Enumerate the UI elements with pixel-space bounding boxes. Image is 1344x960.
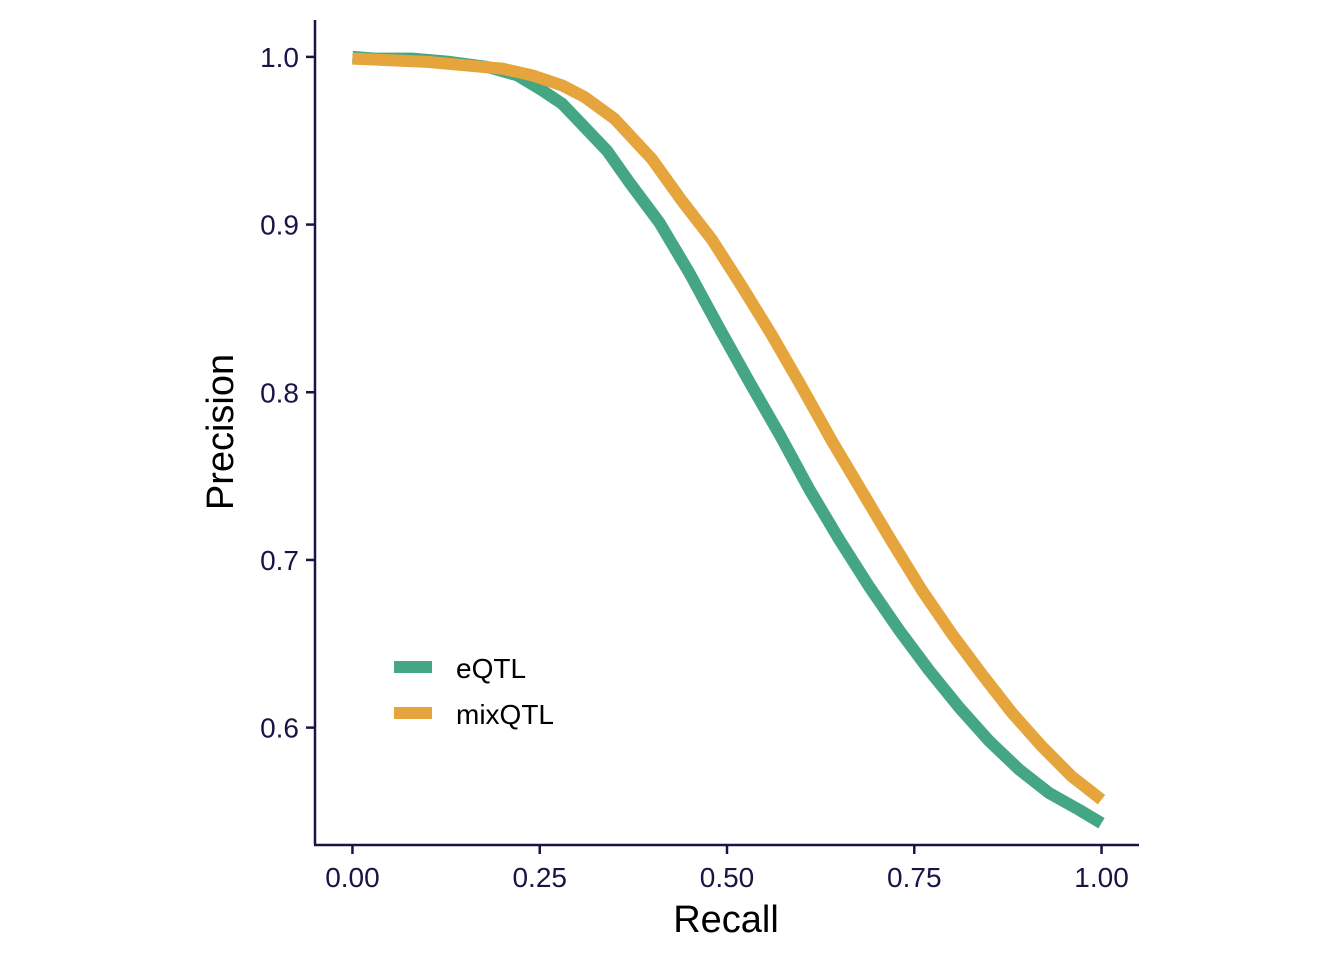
legend-label-eqtl: eQTL [456, 653, 526, 684]
x-ticks: 0.00 0.25 0.50 0.75 1.00 [325, 845, 1129, 893]
x-axis-title: Recall [673, 899, 779, 941]
y-ticks: 0.6 0.7 0.8 0.9 1.0 [260, 42, 315, 744]
legend-label-mixqtl: mixQTL [456, 699, 554, 730]
y-axis-title: Precision [200, 354, 242, 510]
series-line-mixqtl [352, 52, 1106, 805]
y-tick-label: 0.6 [260, 713, 299, 744]
y-tick-label: 0.8 [260, 377, 299, 408]
x-tick-label: 0.75 [887, 862, 942, 893]
y-tick-label: 1.0 [260, 42, 299, 73]
x-tick-label: 0.25 [512, 862, 567, 893]
x-tick-label: 1.00 [1074, 862, 1129, 893]
y-tick-label: 0.7 [260, 545, 299, 576]
legend: eQTL mixQTL [394, 653, 554, 730]
x-tick-label: 0.50 [700, 862, 755, 893]
x-tick-label: 0.00 [325, 862, 380, 893]
y-tick-label: 0.9 [260, 210, 299, 241]
plot-lines [352, 50, 1106, 829]
